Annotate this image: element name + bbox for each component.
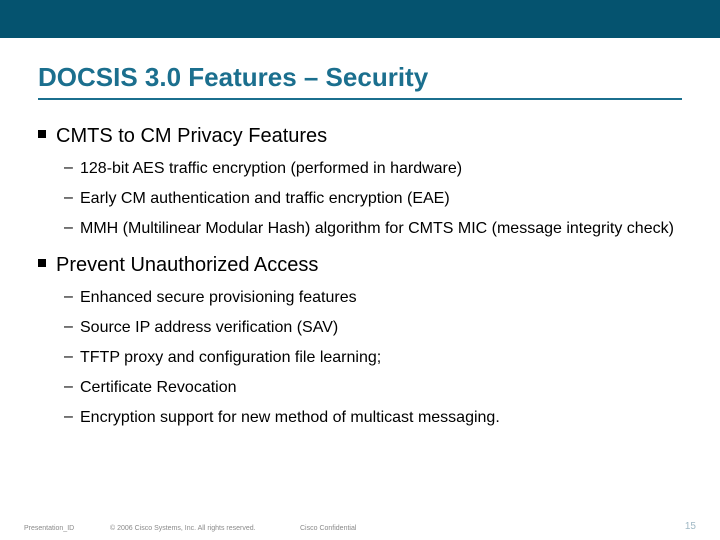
bullet-level2: – Certificate Revocation [64,378,682,398]
presentation-id: Presentation_ID [24,525,74,532]
bullet-text: Prevent Unauthorized Access [56,253,682,278]
bullet-text: Enhanced secure provisioning features [80,288,682,308]
dash-icon: – [64,219,73,237]
dash-icon: – [64,408,73,426]
title-underline [38,98,682,100]
content-area: CMTS to CM Privacy Features – 128-bit AE… [38,124,682,442]
bullet-text: Early CM authentication and traffic encr… [80,189,682,209]
top-accent-bar [0,0,720,38]
confidential-text: Cisco Confidential [300,525,356,532]
copyright-text: © 2006 Cisco Systems, Inc. All rights re… [110,525,256,532]
bullet-text: CMTS to CM Privacy Features [56,124,682,149]
bullet-level1: CMTS to CM Privacy Features – 128-bit AE… [38,124,682,239]
bullet-text: Encryption support for new method of mul… [80,408,682,428]
bullet-level2: – TFTP proxy and configuration file lear… [64,348,682,368]
bullet-level1: Prevent Unauthorized Access – Enhanced s… [38,253,682,428]
bullet-level2: – MMH (Multilinear Modular Hash) algorit… [64,219,682,239]
dash-icon: – [64,318,73,336]
dash-icon: – [64,288,73,306]
bullet-level2: – Enhanced secure provisioning features [64,288,682,308]
dash-icon: – [64,348,73,366]
bullet-text: TFTP proxy and configuration file learni… [80,348,682,368]
bullet-text: 128-bit AES traffic encryption (performe… [80,159,682,179]
dash-icon: – [64,159,73,177]
bullet-text: Source IP address verification (SAV) [80,318,682,338]
dash-icon: – [64,378,73,396]
page-number: 15 [685,521,696,532]
bullet-level2: – Source IP address verification (SAV) [64,318,682,338]
dash-icon: – [64,189,73,207]
bullet-level2: – Encryption support for new method of m… [64,408,682,428]
bullet-text: MMH (Multilinear Modular Hash) algorithm… [80,219,682,239]
bullet-level2: – Early CM authentication and traffic en… [64,189,682,209]
bullet-level2: – 128-bit AES traffic encryption (perfor… [64,159,682,179]
square-bullet-icon [38,259,46,267]
square-bullet-icon [38,130,46,138]
bullet-text: Certificate Revocation [80,378,682,398]
slide-title: DOCSIS 3.0 Features – Security [38,62,428,93]
slide: DOCSIS 3.0 Features – Security CMTS to C… [0,0,720,540]
